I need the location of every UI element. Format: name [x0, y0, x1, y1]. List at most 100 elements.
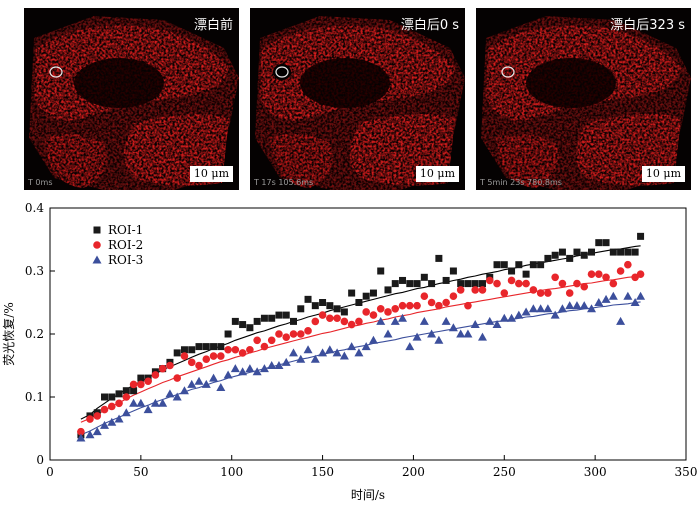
roi-1-point [333, 305, 341, 313]
roi-2-point [420, 292, 429, 300]
roi-2-point [609, 279, 618, 288]
roi-1-point [566, 254, 574, 262]
roi-1-legend-label: ROI-1 [108, 223, 143, 237]
roi-3-point [339, 351, 349, 360]
roi-2-point [471, 286, 480, 294]
roi-1-point [573, 248, 581, 256]
roi-2-point [224, 345, 232, 354]
axis-ticks: 0 50 100 150 200 250 300 350 0 0.1 0.2 0.3 0.4 [25, 201, 698, 479]
roi-3-point [230, 364, 240, 373]
roi-1-point [595, 239, 603, 247]
roi-1-point [355, 299, 363, 306]
roi-1-fit-line [80, 245, 641, 420]
y-axis-label: 荧光恢复/% [2, 302, 16, 365]
roi-2-point [144, 377, 152, 386]
roi-3-point [107, 417, 117, 426]
roi-2-point [449, 292, 458, 300]
roi-1-point [544, 254, 552, 262]
roi-1-point [391, 280, 399, 288]
roi-2-point [636, 270, 645, 278]
roi-3-point [579, 301, 589, 310]
roi-2-point [478, 286, 487, 294]
roi-1-point [551, 251, 559, 259]
roi-3-point [623, 291, 633, 300]
roi-1-point [362, 292, 370, 300]
roi-3-point [507, 313, 517, 322]
roi-3-point [477, 332, 487, 341]
roi-1-point [180, 346, 188, 354]
roi-2-point [289, 330, 298, 338]
roi-2-point [413, 301, 421, 310]
roi-2-point [195, 361, 203, 370]
roi-3-point [572, 301, 582, 310]
x-tick-label: 200 [402, 465, 425, 479]
roi-1-point [173, 349, 181, 357]
roi-2-point [405, 301, 414, 310]
roi-3-point [557, 304, 567, 313]
roi-3-point [150, 398, 160, 407]
roi-3-point [209, 373, 219, 382]
roi-1-point [406, 280, 414, 288]
roi-2-point [456, 286, 465, 294]
roi-1-point [609, 248, 617, 256]
roi-3-point [601, 294, 611, 303]
roi-3-point [463, 329, 473, 338]
roi-1-point [588, 248, 596, 256]
roi-2-point [107, 402, 116, 411]
roi-3-point [405, 342, 415, 351]
roi-3-point [92, 427, 102, 436]
roi-1-point [428, 280, 436, 288]
roi-3-point [587, 304, 597, 313]
data-points [76, 232, 646, 442]
roi-3-point [528, 304, 538, 313]
roi-1-point [130, 387, 138, 395]
roi-3-point [179, 386, 189, 395]
roi-2-point [580, 282, 589, 291]
roi-1-point [108, 393, 116, 401]
roi-2-point [485, 276, 494, 285]
scale-bar-label: 10 μm [189, 166, 233, 182]
roi-2-point [362, 308, 370, 316]
roi-1-point [369, 289, 377, 297]
x-tick-label: 100 [220, 465, 243, 479]
roi-2-point [253, 336, 261, 345]
roi-3-point [485, 316, 495, 325]
roi-2-legend-marker [93, 241, 101, 249]
roi-1-point [348, 289, 356, 297]
roi-1-point [239, 321, 247, 329]
roi-3-point [441, 316, 451, 325]
roi-2-point [522, 279, 530, 288]
roi-2-point [442, 298, 450, 307]
roi-1-point [188, 346, 196, 354]
roi-2-point [166, 361, 174, 370]
roi-2-point [187, 358, 196, 367]
roi-2-point [573, 279, 581, 288]
roi-2-point [616, 267, 625, 275]
roi-1-point [617, 248, 625, 256]
roi-3-point [550, 310, 560, 319]
roi-1-point [558, 248, 566, 256]
roi-2-point [231, 345, 240, 354]
roi-circle [501, 66, 515, 78]
roi-1-point [268, 314, 276, 322]
roi-3-point [252, 367, 262, 376]
roi-3-point [427, 329, 437, 338]
roi-1-point [326, 302, 334, 310]
roi-2-point [173, 374, 181, 382]
roi-2-point [594, 270, 603, 278]
panel-title: 漂白后323 s [610, 18, 685, 33]
roi-1-point [137, 374, 145, 382]
roi-1-point [449, 267, 457, 275]
roi-1-point [319, 299, 327, 306]
roi-2-point [296, 330, 305, 338]
roi-2-point [369, 311, 378, 319]
roi-3-point [565, 301, 575, 310]
x-tick-label: 150 [311, 465, 334, 479]
roi-2-point [551, 273, 559, 282]
roi-circle [49, 66, 63, 78]
roi-3-point [499, 313, 509, 322]
roi-1-point [282, 311, 290, 319]
roi-3-point [238, 367, 248, 376]
roi-3-point [536, 304, 546, 313]
roi-1-point [580, 251, 588, 259]
